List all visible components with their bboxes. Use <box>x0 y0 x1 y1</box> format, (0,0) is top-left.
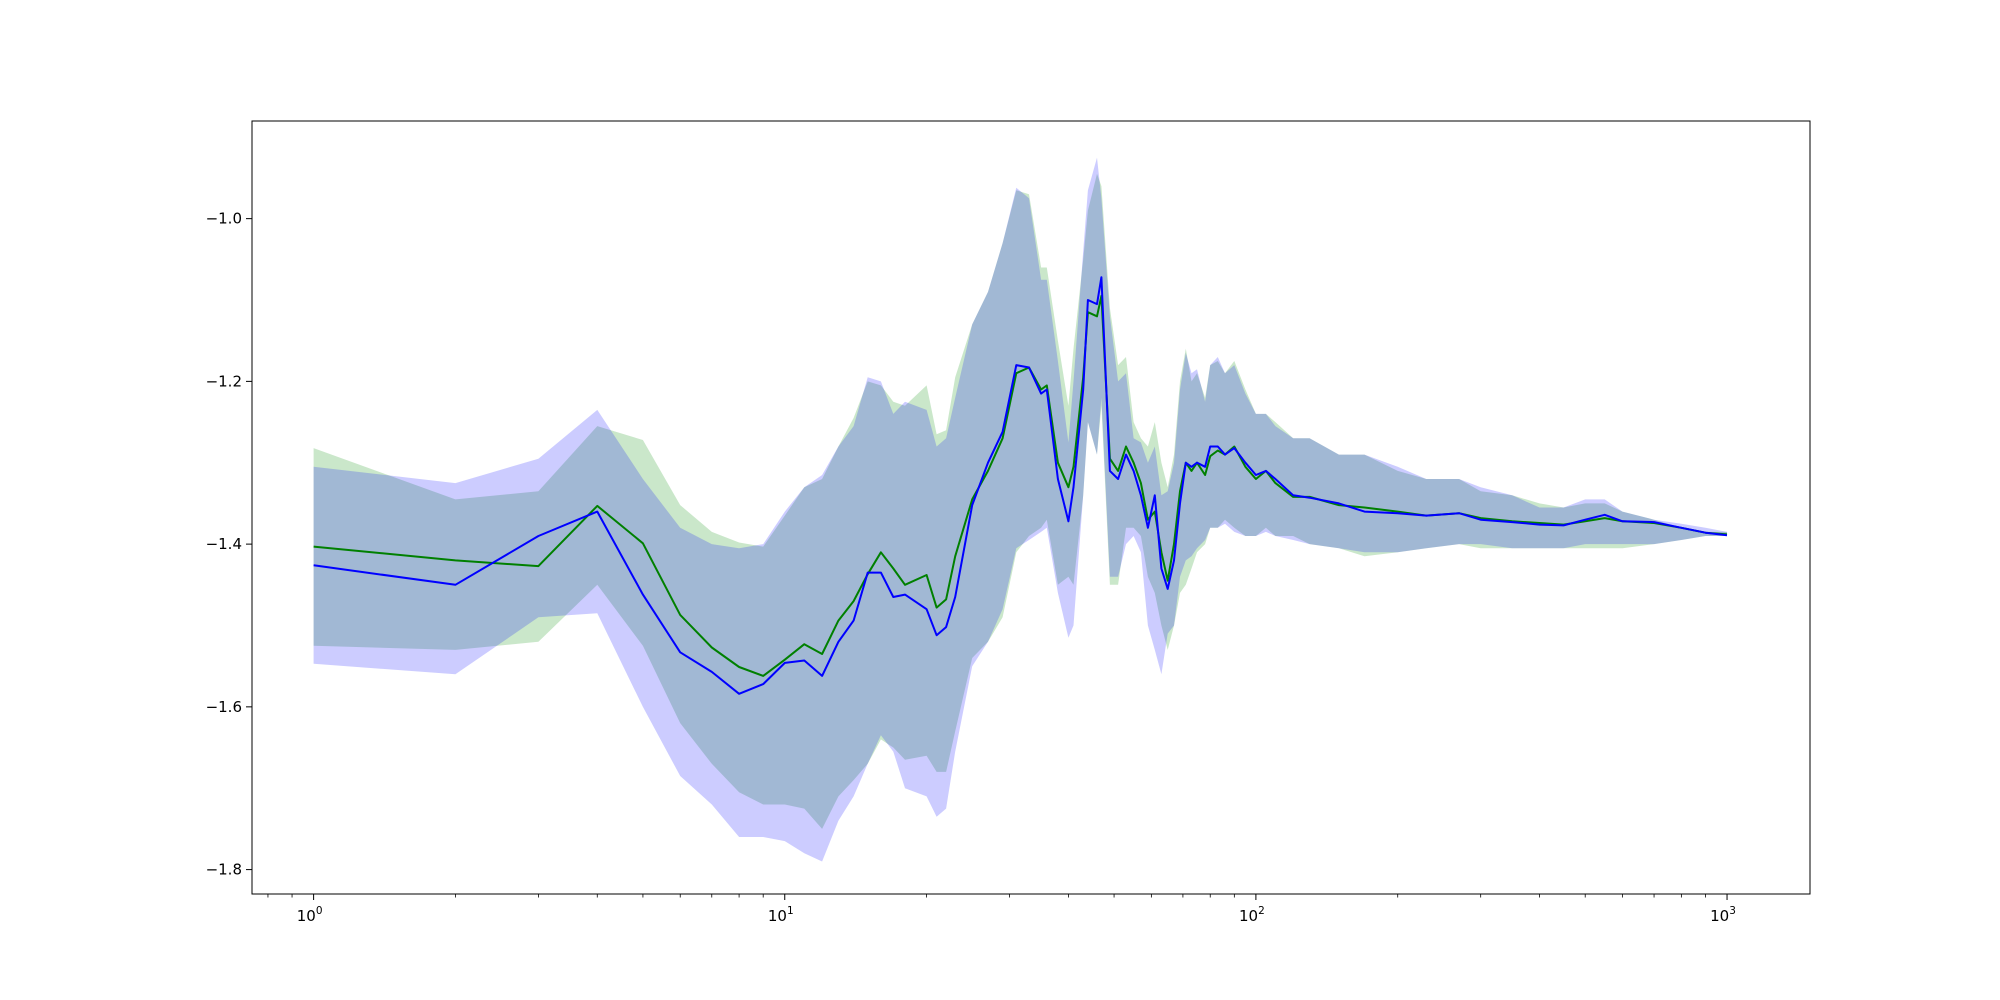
confidence-bands <box>313 157 1728 862</box>
series-2-band <box>313 157 1728 862</box>
y-tick-label: −1.2 <box>206 372 242 390</box>
series-2-line <box>313 276 1728 695</box>
x-tick-label: 102 <box>1239 905 1265 925</box>
series-lines <box>313 276 1728 695</box>
y-tick-label: −1.0 <box>206 210 242 228</box>
x-tick-label: 101 <box>768 905 794 925</box>
x-tick-label: 103 <box>1710 905 1736 925</box>
y-tick-label: −1.8 <box>206 861 242 879</box>
plot-frame <box>251 120 1811 895</box>
y-tick-label: −1.4 <box>206 535 242 553</box>
x-tick-label: 100 <box>297 905 323 925</box>
series-1-band <box>313 173 1728 829</box>
y-axis: −1.8 −1.6 −1.4 −1.2 −1.0 <box>206 210 252 879</box>
x-axis: 100 101 102 103 <box>267 894 1736 925</box>
y-tick-label: −1.6 <box>206 698 242 716</box>
series-1-line <box>313 294 1728 677</box>
